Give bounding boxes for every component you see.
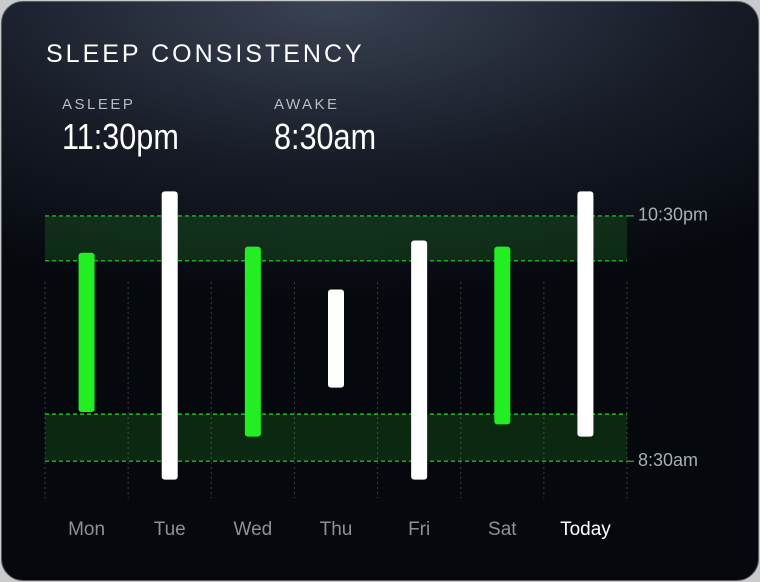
sleep-bar bbox=[577, 191, 594, 437]
x-tick-label: Today bbox=[560, 519, 611, 540]
stat-value: 8:30am bbox=[274, 116, 377, 157]
card-title: SLEEP CONSISTENCY bbox=[46, 40, 365, 68]
stat-label: AWAKE bbox=[274, 96, 340, 113]
x-tick-label: Wed bbox=[233, 519, 272, 540]
x-tick-label: Mon bbox=[68, 519, 105, 540]
x-tick-label: Thu bbox=[320, 519, 353, 540]
sleep-bar bbox=[161, 191, 178, 480]
sleep-bar bbox=[328, 289, 344, 388]
y-tick-label: 8:30am bbox=[638, 450, 698, 470]
y-tick-label: 10:30pm bbox=[638, 205, 708, 225]
sleep-bar bbox=[411, 240, 428, 480]
x-tick-label: Fri bbox=[408, 519, 430, 540]
sleep-bar bbox=[494, 246, 511, 425]
stat-label: ASLEEP bbox=[62, 96, 136, 113]
sleep-bar bbox=[78, 252, 95, 413]
consistency-band bbox=[45, 414, 627, 462]
consistency-band bbox=[45, 215, 627, 261]
sleep-bar bbox=[244, 246, 261, 437]
stat-value: 11:30pm bbox=[62, 116, 179, 157]
x-tick-label: Sat bbox=[488, 519, 517, 540]
x-tick-label: Tue bbox=[154, 519, 186, 540]
